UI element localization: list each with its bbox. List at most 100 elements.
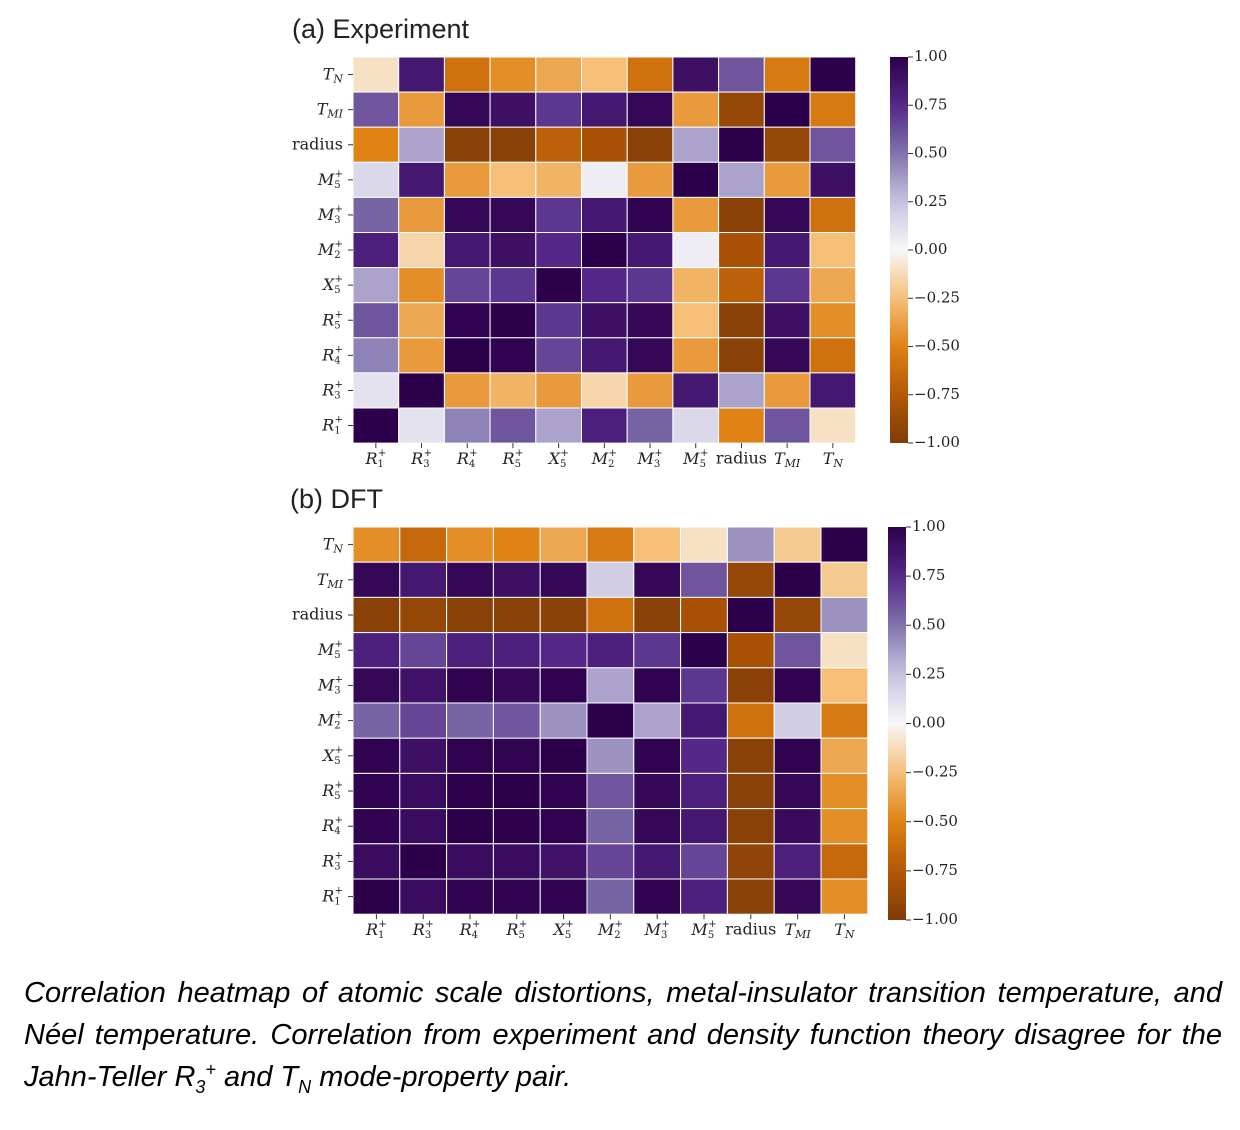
x-tick-label: R4+ (456, 448, 478, 470)
heatmap-cell (626, 232, 674, 269)
heatmap-cell (672, 372, 720, 409)
heatmap-cell (535, 337, 582, 374)
colorbar-tick-label: −0.75 (912, 861, 958, 879)
heatmap-cell (489, 232, 537, 269)
y-tick-label: TN (323, 534, 344, 556)
heatmap-cell (352, 596, 401, 634)
heatmap-cell (539, 808, 588, 845)
heatmap-cell (773, 808, 822, 845)
heatmap-cell (773, 632, 822, 669)
x-tick-label: X5+ (547, 448, 569, 470)
heatmap-cell (539, 772, 588, 810)
colorbar-tick-label: 1.00 (912, 517, 945, 535)
heatmap-cell (809, 372, 857, 409)
heatmap-cell (352, 878, 401, 915)
heatmap-cell (446, 632, 494, 669)
heatmap-cell (680, 596, 728, 634)
heatmap-cell (773, 843, 822, 880)
heatmap-cell (763, 161, 811, 198)
y-tick-label: R5+ (321, 780, 343, 802)
heatmap-cell (539, 878, 588, 915)
heatmap-cell (633, 772, 682, 810)
x-tick-label: radius (716, 449, 767, 468)
heatmap-cell (535, 407, 582, 444)
y-tick-label: M2+ (317, 239, 343, 261)
heatmap-cell (539, 596, 588, 634)
y-tick-label: radius (292, 134, 343, 153)
heatmap-cell (633, 702, 682, 739)
heatmap-cell (626, 56, 674, 93)
heatmap-cell (446, 702, 494, 739)
x-tick-label: R4+ (459, 919, 481, 941)
colorbar-tick-label: −0.50 (912, 812, 958, 830)
heatmap-cell (489, 126, 537, 163)
x-tick-label: TMI (784, 920, 811, 942)
colorbar-tick-label: 0.25 (912, 664, 945, 682)
heatmap-cell (398, 126, 445, 163)
y-tick-label: TN (323, 64, 344, 86)
heatmap-cell (352, 302, 400, 339)
heatmap-cell (633, 878, 682, 915)
heatmap-cell (586, 632, 635, 669)
heatmap-cell (399, 561, 448, 598)
x-tick-label: TN (823, 449, 844, 471)
heatmap-cell (626, 407, 674, 444)
heatmap-cell (443, 337, 491, 374)
heatmap-cell (633, 808, 682, 845)
heatmap-cell (763, 56, 811, 93)
heatmap-cell (581, 407, 628, 444)
colorbar-tick-label: −0.25 (912, 763, 958, 781)
heatmap-cell (492, 526, 541, 563)
heatmap-cell (680, 561, 728, 598)
heatmap-cell (398, 407, 445, 444)
heatmap-cell (672, 196, 720, 233)
heatmap-cell (672, 232, 720, 269)
heatmap-cell (820, 526, 869, 563)
heatmap-cell (398, 161, 445, 198)
heatmap-cell (718, 232, 765, 269)
heatmap-cell (586, 772, 635, 810)
heatmap-cell (633, 596, 682, 634)
heatmap-cell (680, 772, 728, 810)
heatmap-cell (492, 702, 541, 739)
heatmap-cell (443, 407, 491, 444)
colorbar-tick-label: −0.25 (914, 288, 960, 306)
heatmap-cell (539, 667, 588, 704)
heatmap-cell (726, 561, 775, 598)
heatmap-cell (809, 126, 857, 163)
heatmap-cell (672, 337, 720, 374)
heatmap-cell (726, 632, 775, 669)
caption-text-3: mode-property pair. (311, 1061, 572, 1093)
heatmap-cell (398, 302, 445, 339)
heatmap-cell (352, 232, 400, 269)
heatmap-cell (352, 632, 401, 669)
heatmap-cell (586, 667, 635, 704)
heatmap-cell (820, 843, 869, 880)
heatmap-cell (489, 161, 537, 198)
heatmap-cell (399, 878, 448, 915)
colorbar-tick-label: 1.00 (914, 47, 947, 65)
x-tick-label: TN (834, 920, 855, 942)
heatmap-cell (352, 772, 401, 810)
x-tick-label: R5+ (505, 919, 527, 941)
heatmap-cell (773, 702, 822, 739)
heatmap-cell (352, 91, 400, 128)
heatmap-cell (446, 772, 494, 810)
heatmap-cell (726, 702, 775, 739)
heatmap-cell (773, 878, 822, 915)
heatmap-cell (672, 56, 720, 93)
heatmap-cell (763, 267, 811, 304)
y-tick-label: M5+ (317, 639, 343, 661)
heatmap-cell (726, 667, 775, 704)
y-tick-label: R5+ (321, 309, 343, 331)
heatmap-cell (535, 302, 582, 339)
heatmap-cell (443, 372, 491, 409)
heatmap-cell (718, 337, 765, 374)
colorbar-tick-label: 0.75 (914, 95, 947, 113)
heatmap-cell (446, 667, 494, 704)
heatmap-cell (672, 91, 720, 128)
heatmap-cell (489, 337, 537, 374)
heatmap-cell (399, 702, 448, 739)
y-tick-label: M3+ (317, 203, 343, 225)
heatmap-cell (820, 667, 869, 704)
